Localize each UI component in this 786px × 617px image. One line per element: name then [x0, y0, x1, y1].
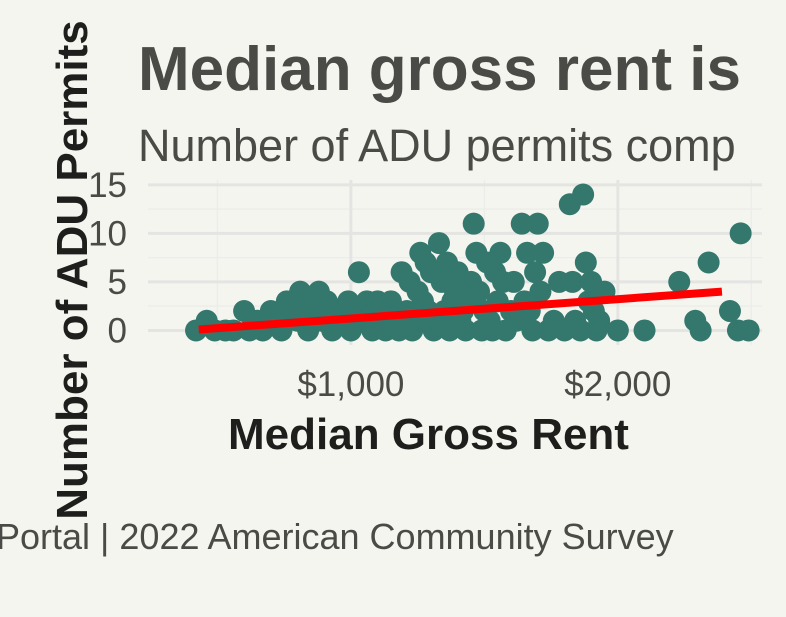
y-tick-label: 15: [88, 166, 127, 205]
x-tick-label: $1,000: [297, 365, 404, 404]
chart-title: Median gross rent is: [138, 35, 741, 104]
data-point: [510, 212, 533, 235]
data-point: [468, 280, 491, 303]
data-point: [532, 241, 555, 264]
trend-line-group: [198, 287, 723, 334]
chart-subtitle: Number of ADU permits comp: [138, 120, 736, 171]
data-point: [588, 309, 611, 332]
data-point: [633, 319, 656, 342]
trend-line: [198, 287, 723, 334]
data-point: [572, 183, 595, 206]
data-point: [606, 319, 629, 342]
chart-caption: Portal | 2022 American Community Survey: [0, 516, 674, 557]
data-point: [516, 241, 539, 264]
y-tick-label: 10: [88, 214, 127, 253]
data-point: [521, 319, 544, 342]
data-point: [489, 241, 512, 264]
data-point: [689, 319, 712, 342]
data-point: [454, 319, 477, 342]
data-point: [729, 222, 752, 245]
y-axis-label: Number of ADU Permits: [48, 20, 97, 520]
y-tick-label: 0: [108, 311, 127, 350]
x-tick-label: $2,000: [564, 365, 671, 404]
data-point: [737, 319, 760, 342]
x-axis-label: Median Gross Rent: [228, 410, 629, 459]
data-point: [462, 212, 485, 235]
y-axis: 0 5 10 15: [88, 166, 127, 351]
data-point: [569, 319, 592, 342]
data-point: [529, 280, 552, 303]
data-point: [718, 300, 741, 323]
data-point: [526, 212, 549, 235]
data-point: [427, 232, 450, 255]
data-point: [574, 251, 597, 274]
data-point: [668, 270, 691, 293]
data-point: [347, 261, 370, 284]
data-point: [502, 270, 525, 293]
y-tick-label: 5: [108, 263, 127, 302]
data-points: [185, 183, 760, 342]
data-point: [524, 261, 547, 284]
data-point: [561, 270, 584, 293]
data-point: [697, 251, 720, 274]
x-axis: $1,000 $2,000: [297, 365, 671, 404]
